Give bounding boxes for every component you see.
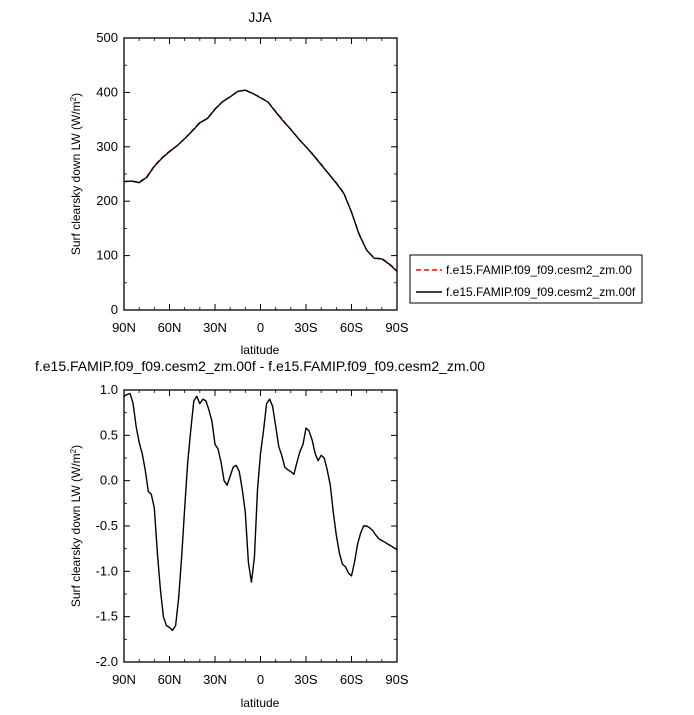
bottom-y-tick-label: 1.0 [100,382,118,397]
bottom-title: f.e15.FAMIP.f09_f09.cesm2_zm.00f - f.e15… [35,358,485,374]
top-title: JJA [248,9,272,25]
top-axis-ticks: 90N 60N 30N 0 30S 60S 90S 0 100 200 300 400 500 [96,30,409,335]
bottom-axis-ticks: 90N 60N 30N 0 30S 60S 90S -2.0 -1.5 -1.0 -0.5 0.0 0.… [96,382,409,687]
bottom-x-tick-label: 90N [112,672,136,687]
top-y-tick-label: 100 [96,248,118,263]
top-panel: JJA 90N 60N 30N 0 30S 60S 90S0100200300400500 … [69,9,643,335]
bottom-panel: f.e15.FAMIP.f09_f09.cesm2_zm.00f - f.e15… [35,358,485,710]
bottom-x-tick-label: 0 [257,672,264,687]
top-y-tick-label: 300 [96,139,118,154]
top-x-tick-label: 0 [257,320,264,335]
bottom-series-line-1 [123,392,398,631]
top-y-axis-label: Surf clearsky down LW (W/m2) [69,93,83,255]
top-x-tick-label: 30S [294,320,317,335]
top-y-tick-label: 200 [96,193,118,208]
bottom-series-lines [123,392,398,631]
bottom-y-tick-label: -1.0 [96,563,118,578]
bottom-x-tick-label: 30N [203,672,227,687]
bottom-y-tick-label: -2.0 [96,654,118,669]
bottom-x-tick-label: 90S [385,672,408,687]
top-series-lines [123,89,398,272]
top-x-tick-label: 60S [340,320,363,335]
bottom-x-axis-label: latitude [241,696,280,710]
bottom-y-axis-label: Surf clearsky down LW (W/m2) [69,445,83,607]
top-x-tick-label: 90S [385,320,408,335]
legend: f.e15.FAMIP.f09_f09.cesm2_zm.00 f.e15.FA… [409,254,643,304]
top-y-tick-label: 0 [111,302,118,317]
bottom-y-tick-label: 0.0 [100,473,118,488]
bottom-y-tick-label: -0.5 [96,518,118,533]
bottom-x-tick-label: 30S [294,672,317,687]
bottom-y-tick-label: -1.5 [96,609,118,624]
top-x-tick-label: 90N [112,320,136,335]
bottom-x-tick-label: 60N [158,672,182,687]
top-x-tick-label: 60N [158,320,182,335]
legend-label-series-1: f.e15.FAMIP.f09_f09.cesm2_zm.00 [446,263,632,277]
top-series-line-2 [123,89,398,272]
top-x-tick-label: 30N [203,320,227,335]
top-x-axis-label: latitude [241,343,280,357]
legend-box [409,254,643,304]
top-y-tick-label: 400 [96,84,118,99]
top-plot-frame [123,37,398,311]
top-series-line-1 [123,89,398,272]
bottom-x-tick-label: 60S [340,672,363,687]
legend-label-series-2: f.e15.FAMIP.f09_f09.cesm2_zm.00f [446,285,636,299]
bottom-y-tick-label: 0.5 [100,427,118,442]
top-y-tick-label: 500 [96,30,118,45]
